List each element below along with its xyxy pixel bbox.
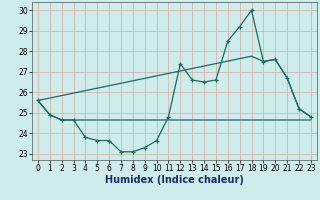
X-axis label: Humidex (Indice chaleur): Humidex (Indice chaleur) [105, 175, 244, 185]
